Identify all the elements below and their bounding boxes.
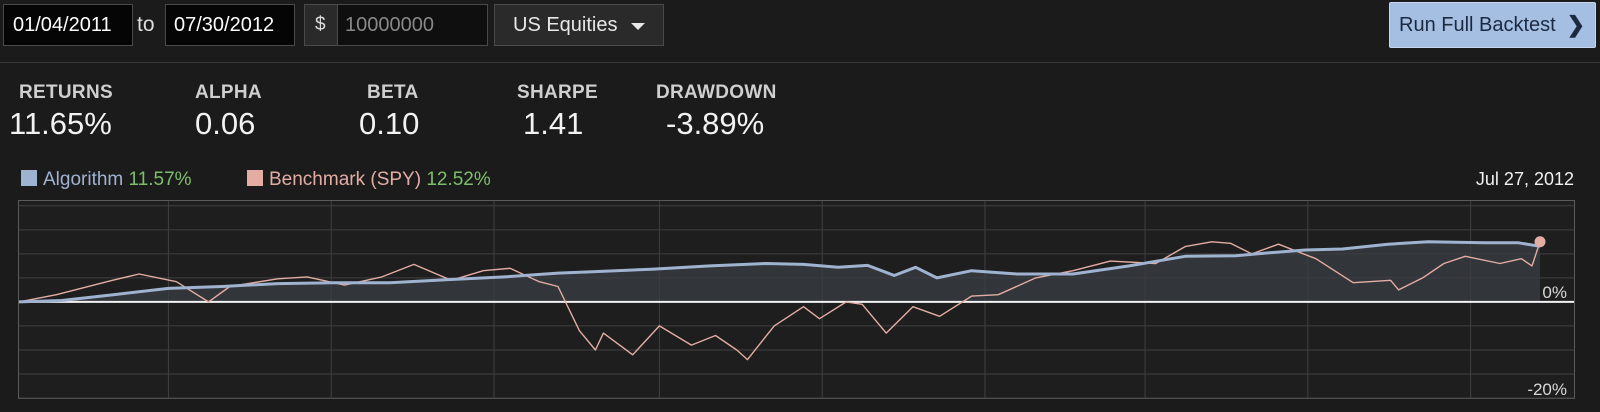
legend-algorithm-label: Algorithm [43, 169, 124, 190]
metric-beta: BETA 0.10 [359, 82, 419, 142]
metric-returns-value: 11.65% [9, 106, 112, 141]
capital-field: $ 10000000 [304, 4, 488, 46]
performance-chart-svg: 0% -20% [18, 200, 1575, 399]
metric-drawdown-value: -3.89% [666, 106, 765, 141]
legend-benchmark[interactable]: Benchmark (SPY) 12.52% [247, 169, 491, 191]
legend-algorithm-value: 11.57% [128, 169, 192, 190]
algorithm-line [18, 240, 1541, 304]
performance-chart[interactable]: 0% -20% [18, 200, 1575, 399]
legend-benchmark-value: 12.52% [426, 169, 491, 190]
currency-symbol: $ [315, 14, 326, 35]
chevron-right-icon: ❯ [1566, 12, 1585, 37]
capital-input[interactable]: 10000000 [337, 5, 487, 45]
start-date-input[interactable]: 01/04/2011 [3, 4, 133, 46]
metric-alpha-value: 0.06 [195, 106, 256, 141]
metric-drawdown: DRAWDOWN -3.89% [656, 82, 777, 142]
run-full-backtest-button[interactable]: Run Full Backtest ❯ [1389, 2, 1596, 48]
metric-returns-label: RETURNS [19, 82, 113, 103]
metric-alpha: ALPHA 0.06 [195, 82, 262, 142]
metric-sharpe-value: 1.41 [523, 106, 584, 141]
y-tick-label-minus20: -20% [1527, 380, 1567, 399]
benchmark-end-marker [1534, 236, 1546, 248]
y-tick-label-zero: 0% [1542, 283, 1567, 302]
end-date-input[interactable]: 07/30/2012 [165, 4, 295, 46]
backtest-toolbar: 01/04/2011 to 07/30/2012 $ 10000000 US E… [0, 0, 1600, 63]
algorithm-swatch [21, 170, 37, 186]
metric-alpha-label: ALPHA [195, 82, 262, 103]
last-date-label: Jul 27, 2012 [1475, 169, 1574, 189]
metric-returns: RETURNS 11.65% [9, 82, 113, 142]
metric-sharpe: SHARPE 1.41 [517, 82, 598, 142]
universe-selected-value: US Equities [513, 14, 618, 36]
algorithm-area [19, 241, 1540, 302]
metric-beta-value: 0.10 [359, 106, 420, 141]
caret-down-icon [631, 23, 645, 30]
benchmark-swatch [247, 170, 263, 186]
metric-beta-label: BETA [367, 82, 419, 103]
metric-drawdown-label: DRAWDOWN [656, 82, 777, 103]
run-full-backtest-label: Run Full Backtest [1399, 14, 1556, 36]
universe-dropdown[interactable]: US Equities [494, 4, 664, 46]
legend-benchmark-label: Benchmark (SPY) [269, 169, 422, 190]
date-range-to-label: to [137, 13, 155, 36]
metric-sharpe-label: SHARPE [517, 82, 598, 103]
legend-algorithm[interactable]: Algorithm 11.57% [21, 169, 192, 191]
